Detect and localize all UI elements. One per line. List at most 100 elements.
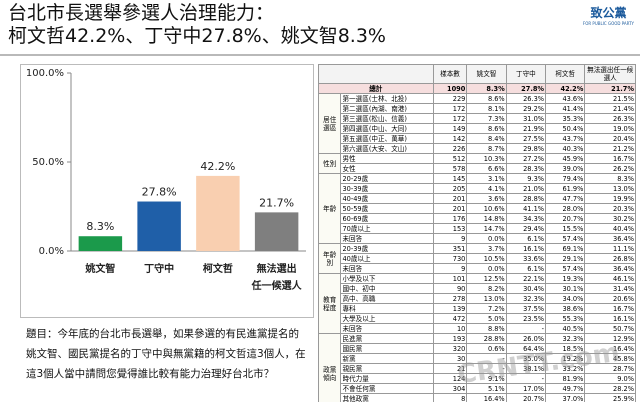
cell: 201 bbox=[432, 203, 468, 214]
logo-name: 致公黨 bbox=[590, 6, 627, 20]
cell: 142 bbox=[432, 133, 468, 144]
cell: 351 bbox=[432, 243, 468, 254]
column-header: 樣本數 bbox=[432, 64, 468, 84]
cell: 145 bbox=[432, 173, 468, 184]
column-header: 無法選出任一候選人 bbox=[584, 64, 636, 84]
data-row: 女性 578 6.6% 28.3% 39.0% 26.2% bbox=[319, 163, 636, 174]
cell: 21.4% bbox=[584, 103, 636, 114]
cell: 17.0% bbox=[505, 383, 547, 394]
cell: 40.3% bbox=[545, 143, 586, 154]
group-label: 年齡 bbox=[318, 173, 342, 244]
cell: 41.4% bbox=[545, 103, 586, 114]
cell: 29.1% bbox=[545, 253, 586, 264]
cell: 20.7% bbox=[545, 213, 586, 224]
cell: 45.9% bbox=[545, 153, 586, 164]
cell: 34.3% bbox=[505, 213, 547, 224]
value-label: 42.2% bbox=[200, 160, 235, 173]
cell: 149 bbox=[432, 123, 468, 134]
row-label: 20-39歲 bbox=[340, 243, 434, 254]
cell: 21.5% bbox=[584, 93, 636, 104]
cell: 19.0% bbox=[584, 123, 636, 134]
cell: 57.4% bbox=[545, 263, 586, 274]
cell: 8.2% bbox=[466, 283, 507, 294]
cell: 33.6% bbox=[505, 253, 547, 264]
title-line: 台北市長選舉參選人治理能力： bbox=[8, 2, 275, 24]
data-row: 居住選區 第一選區(士林、北投) 229 8.6% 26.3% 43.6% 21.5% bbox=[318, 93, 636, 154]
cell: 5.0% bbox=[466, 313, 507, 324]
row-label: 新黨 bbox=[340, 353, 434, 364]
cell: 28.2% bbox=[584, 383, 636, 394]
row-label: 未回答 bbox=[340, 263, 434, 274]
data-row: 未回答 10 8.8% -40.5% 50.7% bbox=[319, 323, 636, 334]
x-tick-label: 任一候選人 bbox=[251, 279, 303, 292]
cell: 139 bbox=[432, 303, 468, 314]
cell: 29.8% bbox=[505, 143, 547, 154]
cell: 20.6% bbox=[584, 293, 636, 304]
title-line: 柯文哲42.2%、丁守中27.8%、姚文智8.3% bbox=[8, 25, 386, 47]
cell: 28.8% bbox=[505, 193, 547, 204]
cell: 4.1% bbox=[466, 183, 507, 194]
data-row: 第三選區(松山、信義) 172 7.3% 31.0% 35.3% 26.3% bbox=[319, 113, 636, 124]
logo-subtitle: FOR PUBLIC GOOD PARTY bbox=[582, 21, 634, 26]
cell: 8.7% bbox=[466, 143, 507, 154]
cell: 278 bbox=[432, 293, 468, 304]
x-tick-label: 無法選出 bbox=[257, 262, 297, 275]
cell: 205 bbox=[432, 183, 468, 194]
cell: 16.7% bbox=[584, 303, 636, 314]
cell: 16.1% bbox=[584, 313, 636, 324]
cell: 41.1% bbox=[505, 203, 547, 214]
cell: 9 bbox=[432, 263, 468, 274]
row-label: 第六選區(大安、文山) bbox=[340, 143, 434, 154]
cell: 30.2% bbox=[584, 213, 636, 224]
cell: 16.7% bbox=[584, 153, 636, 164]
value-label: 8.3% bbox=[86, 220, 114, 233]
cell: - bbox=[505, 323, 547, 334]
cell: 0.0% bbox=[466, 263, 507, 274]
cell: 20.4% bbox=[584, 133, 636, 144]
row-label: 60-69歲 bbox=[340, 213, 434, 224]
y-tick-label: 50.0% bbox=[32, 157, 64, 168]
row-label: 未回答 bbox=[340, 323, 434, 334]
data-row: 年齡別 20-39歲 351 3.7% 16.1% 69.1% 11.1% bbox=[318, 243, 636, 274]
cell: 320 bbox=[432, 343, 468, 354]
title: 台北市長選舉參選人治理能力： 柯文哲42.2%、丁守中27.8%、姚文智8.3% bbox=[8, 2, 386, 48]
cell: 6.1% bbox=[505, 233, 547, 244]
cell: 37.5% bbox=[505, 303, 547, 314]
data-row: 大學及以上 472 5.0% 23.5% 55.3% 16.1% bbox=[319, 313, 636, 324]
cell: 47.7% bbox=[545, 193, 586, 204]
cell: 31.4% bbox=[584, 283, 636, 294]
cell: 30.1% bbox=[545, 283, 586, 294]
data-row: 專科 139 7.2% 37.5% 38.6% 16.7% bbox=[319, 303, 636, 314]
row-label: 專科 bbox=[340, 303, 434, 314]
total-cell: 21.7% bbox=[584, 83, 636, 94]
cell: 21.2% bbox=[584, 143, 636, 154]
data-row: 第六選區(大安、文山) 226 8.7% 29.8% 40.3% 21.2% bbox=[319, 143, 636, 154]
cell: 28.8% bbox=[466, 333, 507, 344]
cell: 61.9% bbox=[545, 183, 586, 194]
cell: 193 bbox=[432, 333, 468, 344]
cell: 0.0% bbox=[466, 233, 507, 244]
cell: 23.5% bbox=[505, 313, 547, 324]
cell: 43.6% bbox=[545, 93, 586, 104]
group-label: 性別 bbox=[318, 153, 342, 174]
cell: 730 bbox=[432, 253, 468, 264]
cell: 26.0% bbox=[505, 333, 547, 344]
cell: 229 bbox=[432, 93, 468, 104]
cell: 8.3% bbox=[584, 173, 636, 184]
cell: 40.4% bbox=[584, 223, 636, 234]
value-label: 27.8% bbox=[142, 186, 177, 199]
row-label: 親民黨 bbox=[340, 363, 434, 374]
x-tick-label: 柯文哲 bbox=[203, 262, 233, 275]
logo: 致公黨 FOR PUBLIC GOOD PARTY bbox=[583, 4, 634, 26]
cell: 36.4% bbox=[584, 263, 636, 274]
cell: 201 bbox=[432, 193, 468, 204]
row-label: 未回答 bbox=[340, 233, 434, 244]
row-label: 第五選區(中正、萬華) bbox=[340, 133, 434, 144]
cell: 50.7% bbox=[584, 323, 636, 334]
cell: 29.2% bbox=[505, 103, 547, 114]
cell: 13.0% bbox=[466, 293, 507, 304]
group-label: 教育程度 bbox=[318, 273, 342, 334]
cell: 512 bbox=[432, 153, 468, 164]
cell: 578 bbox=[432, 163, 468, 174]
data-row: 70歲以上 153 14.7% 29.4% 15.5% 40.4% bbox=[319, 223, 636, 234]
